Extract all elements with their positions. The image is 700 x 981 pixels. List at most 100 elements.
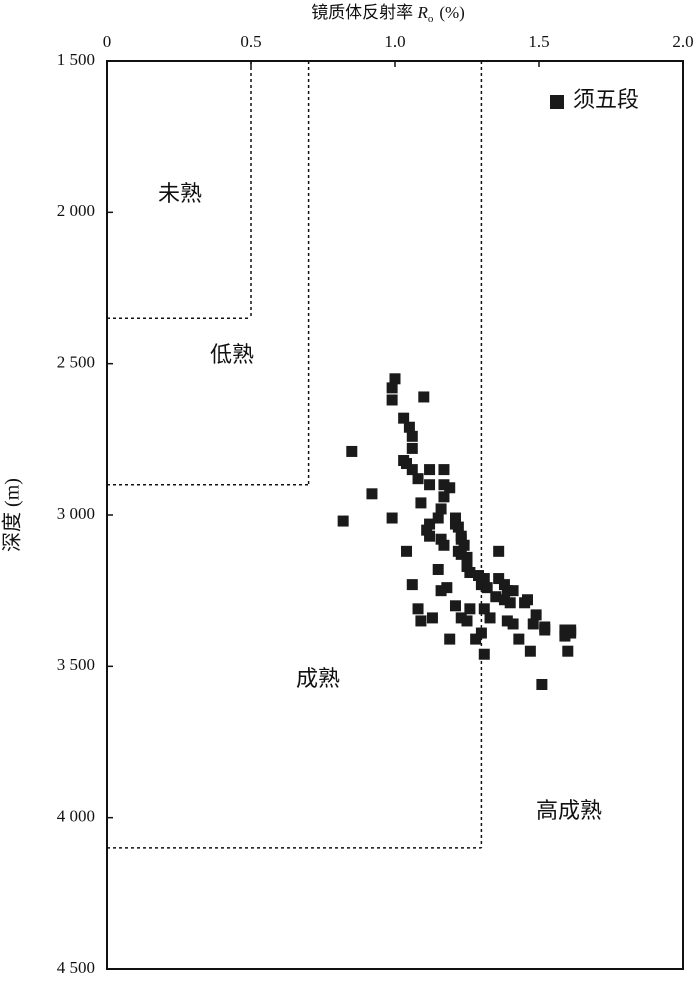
scatter-point (424, 518, 436, 530)
scatter-point (559, 624, 571, 636)
zone-label: 未熟 (158, 181, 202, 206)
scatter-point (475, 627, 487, 639)
scatter-point (475, 579, 487, 591)
scatter-point (438, 491, 450, 503)
scatter-point (490, 591, 502, 603)
scatter-point (527, 618, 539, 630)
scatter-point (406, 579, 418, 591)
scatter-point (337, 515, 349, 527)
zone-label: 成熟 (296, 666, 340, 691)
scatter-point (449, 512, 461, 524)
scatter-point (530, 609, 542, 621)
scatter-point (415, 615, 427, 627)
scatter-point (432, 563, 444, 575)
scatter-point (438, 479, 450, 491)
scatter-point (449, 600, 461, 612)
scatter-point (507, 585, 519, 597)
scatter-point (398, 412, 410, 424)
scatter-point (524, 645, 536, 657)
scatter-point (386, 512, 398, 524)
scatter-point (415, 497, 427, 509)
x-label-unit: (%) (439, 3, 464, 22)
scatter-point (513, 633, 525, 645)
legend-label: 须五段 (573, 87, 639, 112)
scatter-point (406, 464, 418, 476)
scatter-point (424, 479, 436, 491)
scatter-point (481, 582, 493, 594)
y-axis-label: 深度 (m) (1, 478, 24, 552)
scatter-point (470, 633, 482, 645)
scatter-point (401, 458, 413, 470)
scatter-point (406, 430, 418, 442)
scatter-point (493, 545, 505, 557)
scatter-point (444, 633, 456, 645)
scatter-point (504, 597, 516, 609)
scatter-point (478, 603, 490, 615)
scatter-point (438, 464, 450, 476)
scatter-point (565, 627, 577, 639)
scatter-point (403, 421, 415, 433)
y-tick-label: 3 500 (57, 655, 95, 674)
x-label-text: 镜质体反射率 (311, 3, 413, 22)
scatter-point (452, 521, 464, 533)
x-label-var: R (416, 3, 428, 22)
scatter-point (435, 533, 447, 545)
scatter-point (562, 645, 574, 657)
scatter-point (484, 612, 496, 624)
y-tick-label: 3 000 (57, 504, 95, 523)
scatter-point (478, 573, 490, 585)
scatter-point (455, 548, 467, 560)
scatter-point (426, 612, 438, 624)
scatter-point (432, 512, 444, 524)
y-tick-label: 4 000 (57, 807, 95, 826)
scatter-point (493, 573, 505, 585)
scatter-point (438, 539, 450, 551)
scatter-point (501, 615, 513, 627)
y-tick-label: 4 500 (57, 958, 95, 977)
scatter-point (461, 560, 473, 572)
scatter-point (498, 594, 510, 606)
zone-label: 高成熟 (536, 798, 602, 823)
scatter-point (412, 473, 424, 485)
scatter-point (461, 551, 473, 563)
scatter-point (464, 603, 476, 615)
scatter-point (521, 594, 533, 606)
scatter-point (412, 603, 424, 615)
scatter-point (418, 391, 430, 403)
scatter-point (498, 579, 510, 591)
scatter-point (386, 382, 398, 394)
zone-label: 低熟 (210, 342, 254, 367)
scatter-point (406, 442, 418, 454)
scatter-point (539, 624, 551, 636)
y-tick-label: 2 000 (57, 201, 95, 220)
scatter-point (346, 445, 358, 457)
scatter-point (536, 678, 548, 690)
legend-swatch (550, 95, 564, 109)
scatter-point (401, 545, 413, 557)
scatter-point (435, 503, 447, 515)
scatter-point (461, 615, 473, 627)
x-tick-label: 0 (103, 32, 112, 51)
scatter-point (424, 530, 436, 542)
scatter-point (389, 373, 401, 385)
scatter-point (473, 570, 485, 582)
scatter-point (424, 464, 436, 476)
scatter-point (455, 612, 467, 624)
scatter-point (559, 630, 571, 642)
scatter-point (458, 539, 470, 551)
scatter-point (455, 533, 467, 545)
x-tick-label: 0.5 (240, 32, 261, 51)
scatter-point (421, 524, 433, 536)
scatter-point (464, 567, 476, 579)
y-tick-label: 1 500 (57, 50, 95, 69)
x-tick-label: 2.0 (672, 32, 693, 51)
y-tick-label: 2 500 (57, 353, 95, 372)
scatter-point (501, 585, 513, 597)
x-axis-label: 镜质体反射率 Ro (%) (311, 3, 465, 25)
x-label-sub: o (428, 13, 434, 25)
x-tick-label: 1.5 (528, 32, 549, 51)
scatter-point (507, 618, 519, 630)
scatter-point (444, 482, 456, 494)
scatter-point (441, 582, 453, 594)
